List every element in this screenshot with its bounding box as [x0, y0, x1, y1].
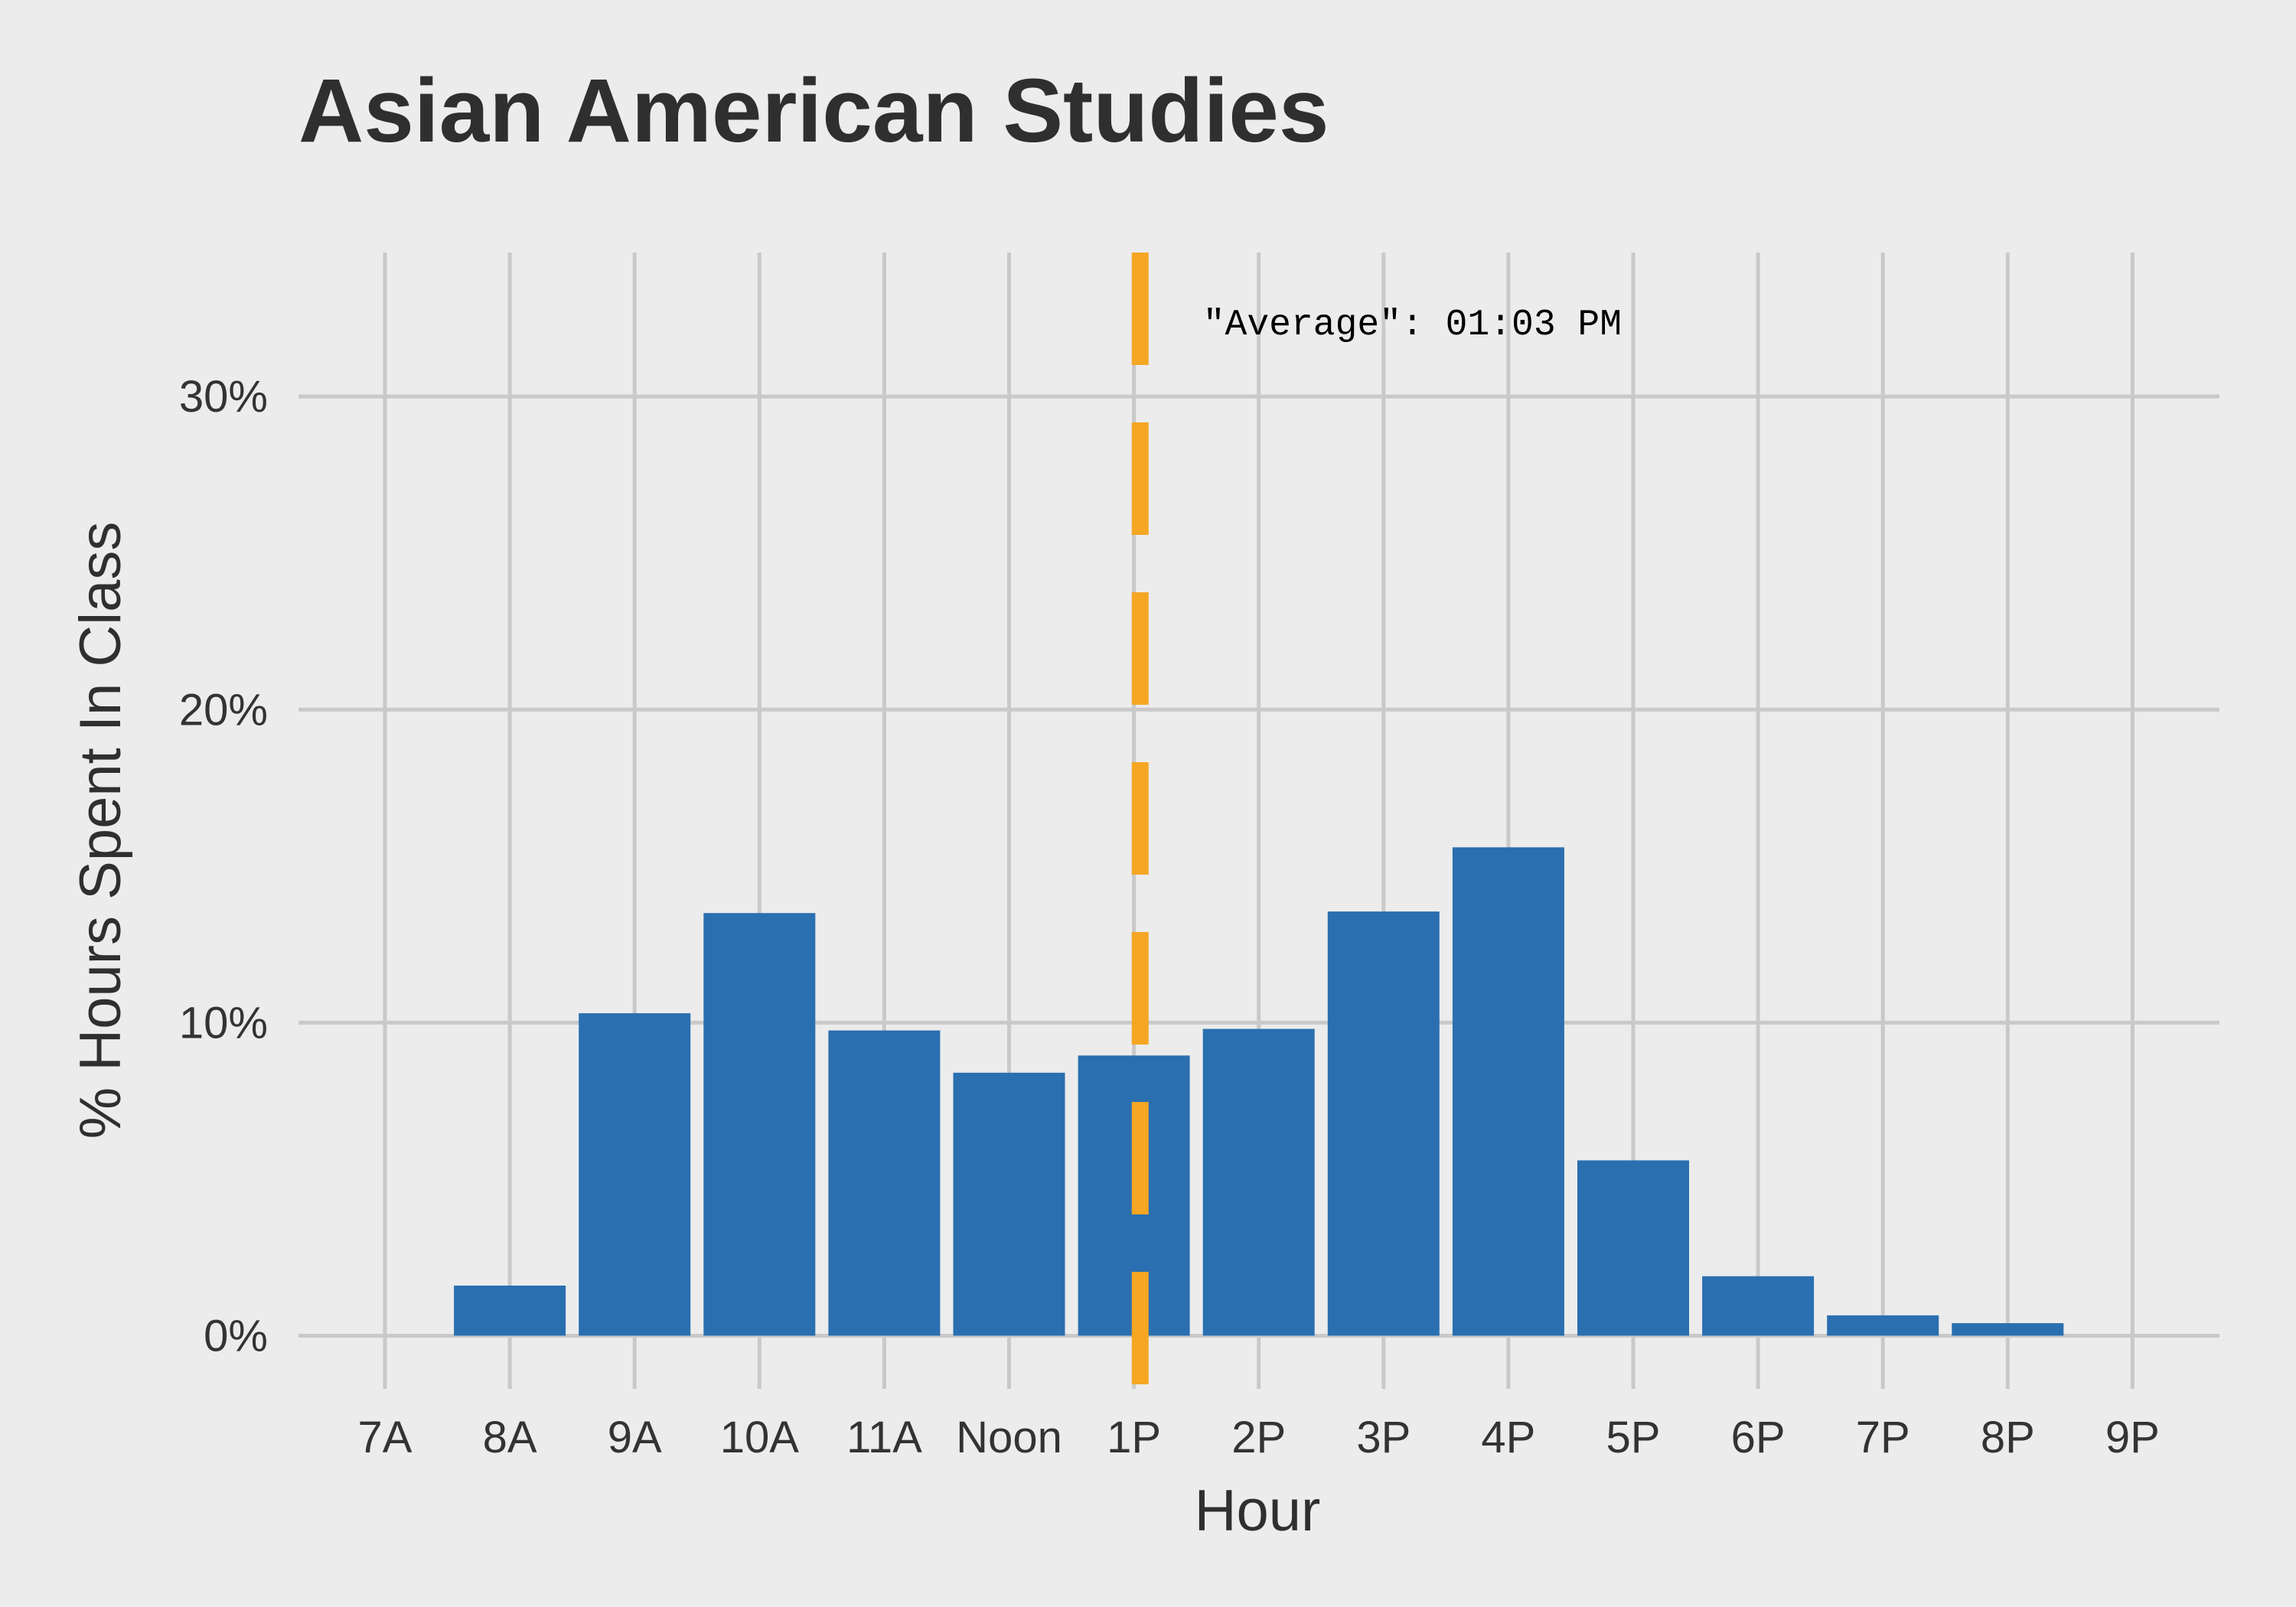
y-tick-label-0%: 0%: [204, 1311, 268, 1361]
bar-11A: [828, 1030, 941, 1336]
bar-6P: [1702, 1276, 1815, 1336]
bars: [454, 847, 2064, 1336]
x-tick-label-7A: 7A: [358, 1413, 413, 1462]
x-tick-label-Noon: Noon: [956, 1413, 1062, 1462]
bar-8P: [1952, 1323, 2064, 1336]
bar-2P: [1202, 1028, 1315, 1336]
y-tick-label-30%: 30%: [179, 372, 268, 422]
x-tick-label-1P: 1P: [1107, 1413, 1161, 1462]
grid: [298, 253, 2219, 1389]
bar-9A: [579, 1013, 691, 1336]
x-tick-label-6P: 6P: [1731, 1413, 1786, 1462]
y-axis-ticks: 0% 10% 20% 30%: [179, 372, 268, 1361]
bar-10A: [703, 913, 816, 1336]
x-tick-label-4P: 4P: [1481, 1413, 1535, 1462]
bar-3P: [1327, 911, 1440, 1336]
average-annotation: "Average": 01:03 PM: [1203, 305, 1622, 346]
y-tick-label-20%: 20%: [179, 685, 268, 735]
chart-title: Asian American Studies: [298, 60, 1329, 161]
x-tick-label-8P: 8P: [1981, 1413, 2035, 1462]
bar-8A: [454, 1286, 566, 1336]
x-axis-ticks: 7A 8A 9A 10A 11A Noon 1P 2P 3P 4P 5P 6P 7P 8P 9P: [358, 1413, 2160, 1462]
x-tick-label-9P: 9P: [2105, 1413, 2160, 1462]
x-axis-title: Hour: [1195, 1478, 1321, 1543]
x-tick-label-8A: 8A: [483, 1413, 537, 1462]
bar-Noon: [953, 1072, 1065, 1336]
x-tick-label-7P: 7P: [1856, 1413, 1910, 1462]
bar-5P: [1577, 1160, 1689, 1336]
x-tick-label-3P: 3P: [1356, 1413, 1411, 1462]
x-tick-label-10A: 10A: [720, 1413, 800, 1462]
y-tick-label-10%: 10%: [179, 998, 268, 1048]
average-marker: "Average": 01:03 PM: [1131, 253, 1622, 1389]
x-tick-label-9A: 9A: [608, 1413, 662, 1462]
x-tick-label-5P: 5P: [1606, 1413, 1661, 1462]
x-tick-label-11A: 11A: [846, 1413, 922, 1462]
y-axis-title: % Hours Spent In Class: [68, 522, 133, 1139]
bar-7P: [1827, 1315, 1939, 1336]
bar-4P: [1452, 847, 1564, 1336]
x-tick-label-2P: 2P: [1231, 1413, 1286, 1462]
